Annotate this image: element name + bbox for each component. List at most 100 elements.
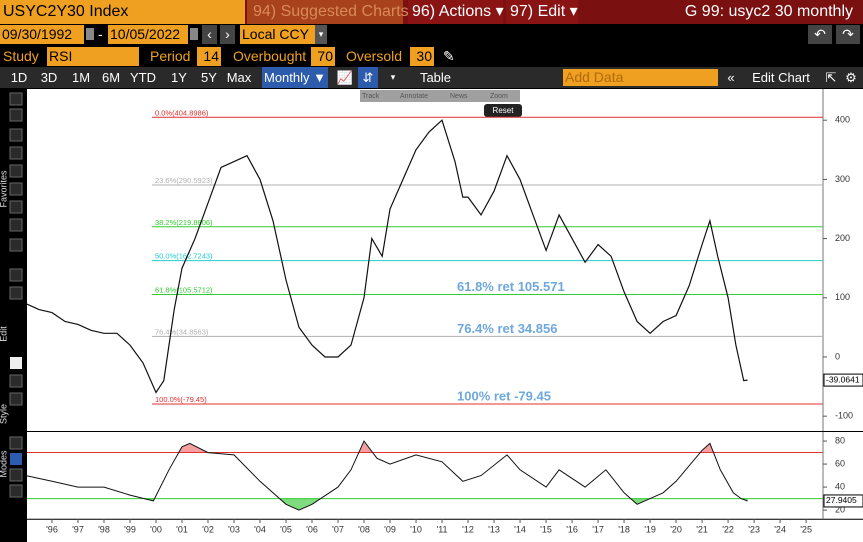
bar-icon[interactable]: ⇵ [358,67,378,88]
rsi-line [25,440,748,511]
settings-icon[interactable]: ⚙ [845,70,857,85]
mode-tool[interactable] [10,453,22,465]
ticker[interactable]: USYC2Y30 Index [0,0,245,24]
frequency-button[interactable]: Monthly ▼ [262,67,328,88]
range-button[interactable]: 1M [71,70,91,85]
x-axis-panel [27,520,863,542]
calendar-icon[interactable] [190,28,198,40]
last-value-box [823,373,863,387]
hline-tool[interactable] [9,238,23,252]
x-tick-label: '24 [774,524,786,534]
range-button[interactable]: 1D [10,70,28,85]
text-tool[interactable] [9,146,23,160]
fib-label: 76.4%(34.8563) [155,327,209,336]
currency[interactable]: Local CCY [240,25,315,44]
line-tool[interactable] [9,128,23,142]
start-date[interactable]: 09/30/1992 [0,25,84,44]
x-tick-label: '01 [176,524,188,534]
chart-tool[interactable]: Annotate [400,93,428,100]
x-tick-label: '16 [566,524,578,534]
y-tick-label: 0 [835,351,840,361]
currency-dropdown[interactable]: ▾ [315,25,327,44]
erase-tool[interactable] [9,286,23,300]
range-button[interactable]: 5Y [201,70,217,85]
x-tick-label: '03 [228,524,240,534]
style-tool[interactable] [9,392,23,406]
table-button[interactable]: Table [419,70,452,85]
x-tick-label: '17 [592,524,604,534]
next-button[interactable]: › [220,25,235,44]
last-value-box [823,494,863,508]
undo-button[interactable]: ↶ [808,25,832,44]
pencil-icon[interactable]: ✎ [443,48,455,64]
settings-tool[interactable] [9,484,23,498]
range-button[interactable]: 1Y [171,70,187,85]
fib-label: 50.0%(162.7243) [155,252,213,261]
fib-label: 61.8%(105.5712) [155,285,213,294]
end-date[interactable]: 10/05/2022 [108,25,188,44]
redo-button[interactable]: ↷ [836,25,860,44]
last-value-label: -39.0641 [826,374,860,384]
line-icon[interactable]: 📈 [336,70,354,85]
chart-tools: Reset [360,90,522,117]
color-tool[interactable] [10,357,22,369]
x-tick-label: '15 [540,524,552,534]
range-button[interactable]: 3D [40,70,58,85]
chart-tool[interactable]: Zoom [490,93,508,100]
chart-name: G 99: usyc2 30 monthly [684,3,853,20]
x-tick-label: '99 [124,524,136,534]
x-tick-label: '13 [488,524,500,534]
y-tick-label: -100 [835,411,853,421]
y-tick-label: 200 [835,233,850,243]
date-dash: - [98,26,103,42]
width-tool[interactable] [9,374,23,388]
edit-chart-button[interactable]: Edit Chart [752,70,810,85]
rsi-panel [27,432,863,519]
sidebar [9,92,23,498]
arrow-tool[interactable] [9,200,23,214]
x-tick-label: '18 [618,524,630,534]
side-tab: Favorites [0,170,8,208]
draw-tool[interactable] [9,108,23,122]
reset-button[interactable] [484,104,522,117]
add-data-input[interactable]: Add Data [563,69,718,86]
chart-type-dropdown[interactable]: ▾ [390,72,396,82]
oversold-label: Oversold [346,48,403,64]
channel-tool[interactable] [9,218,23,232]
x-tick-label: '22 [722,524,734,534]
reset-label[interactable]: Reset [493,106,515,115]
fib-tool[interactable] [9,182,23,196]
edit-tool[interactable] [9,268,23,282]
mode-tool[interactable] [9,436,23,450]
x-tick-label: '12 [462,524,474,534]
range-button[interactable]: 6M [101,70,121,85]
chart-tool[interactable]: Track [362,93,380,100]
actions-menu[interactable]: 96) Actions ▾ [408,0,504,24]
edit-menu[interactable]: 97) Edit ▾ [506,0,578,24]
oversold-input[interactable]: 30 [410,47,434,66]
side-tab: Edit [0,326,8,342]
x-tick-label: '00 [150,524,162,534]
range-button[interactable]: Max [226,70,252,85]
x-tick-label: '21 [696,524,708,534]
range-button[interactable]: YTD [130,70,156,85]
prev-button[interactable]: ‹ [202,25,217,44]
x-tick-label: '10 [410,524,422,534]
period-input[interactable]: 14 [197,47,221,66]
calendar-icon[interactable] [86,28,94,40]
mode-tool[interactable] [9,468,23,482]
overbought-input[interactable]: 70 [311,47,335,66]
fib-label: 0.0%(404.8986) [155,108,209,117]
export-icon[interactable]: ⇱ [825,70,837,85]
collapse-button[interactable]: « [727,70,735,85]
x-tick-label: '25 [800,524,812,534]
chart-tool[interactable]: News [450,93,468,100]
suggested-charts[interactable]: 94) Suggested Charts [247,0,409,24]
study-label: Study [3,48,39,64]
overbought-label: Overbought [233,48,307,64]
study-select[interactable]: RSI [47,47,139,66]
shape-tool[interactable] [9,164,23,178]
cursor-tool[interactable] [9,92,23,106]
fib-annotation: 61.8% ret 105.571 [457,279,565,294]
